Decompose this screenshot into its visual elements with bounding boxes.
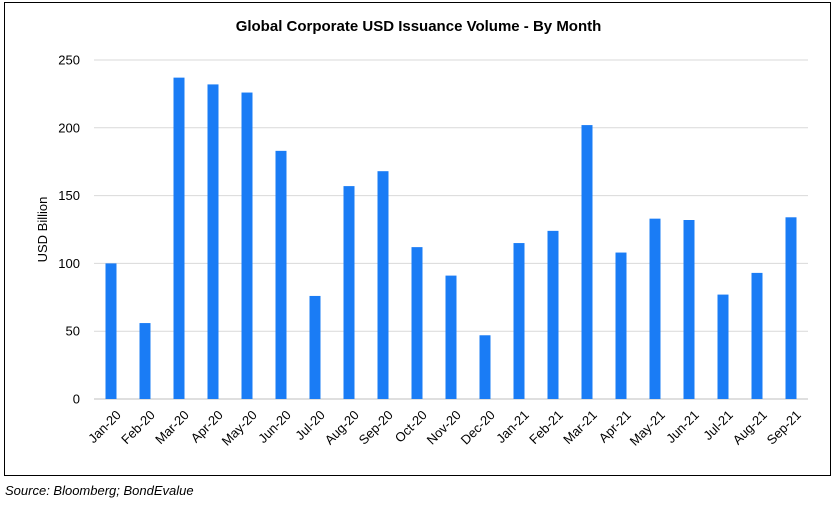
x-tick-label: Dec-20 xyxy=(458,407,498,447)
x-tick-label: Jan-20 xyxy=(85,407,124,446)
x-tick-label: Aug-20 xyxy=(322,407,362,447)
bar xyxy=(751,272,763,399)
bar xyxy=(207,84,219,400)
bar xyxy=(683,220,695,399)
x-tick-label: Oct-20 xyxy=(392,407,430,445)
y-tick-label: 200 xyxy=(58,120,80,135)
y-axis-ticks: 0 50 100 150 200 250 xyxy=(58,53,80,407)
y-axis-label: USD Billion xyxy=(35,197,50,263)
x-tick-label: Nov-20 xyxy=(424,407,464,447)
x-tick-label: Sep-21 xyxy=(764,407,804,447)
x-tick-label: Mar-21 xyxy=(560,407,600,447)
x-tick-label: Sep-20 xyxy=(356,407,396,447)
bar xyxy=(343,186,355,399)
y-tick-label: 150 xyxy=(58,188,80,203)
bar xyxy=(649,218,661,399)
bar xyxy=(275,150,287,399)
x-tick-label: May-21 xyxy=(627,407,668,448)
bar xyxy=(479,335,491,399)
bar xyxy=(105,263,117,399)
bar xyxy=(785,217,797,399)
x-tick-label: Feb-20 xyxy=(118,407,158,447)
bar xyxy=(547,230,559,399)
source-note: Source: Bloomberg; BondEvalue xyxy=(5,483,194,498)
bar xyxy=(173,77,185,400)
x-tick-label: May-20 xyxy=(219,407,260,448)
bar xyxy=(615,252,627,399)
x-axis-ticks: Jan-20Feb-20Mar-20Apr-20May-20Jun-20Jul-… xyxy=(85,407,804,448)
chart-title: Global Corporate USD Issuance Volume - B… xyxy=(235,18,602,35)
bar xyxy=(717,294,729,399)
x-tick-label: Feb-21 xyxy=(526,407,566,447)
y-tick-label: 250 xyxy=(58,53,80,68)
bar xyxy=(309,295,321,399)
bars xyxy=(105,77,797,400)
bar xyxy=(139,323,151,399)
bar xyxy=(581,125,593,399)
y-tick-label: 100 xyxy=(58,256,80,271)
y-tick-label: 50 xyxy=(66,324,80,339)
bar xyxy=(445,275,457,399)
x-tick-label: Jun-21 xyxy=(663,407,702,446)
y-tick-label: 0 xyxy=(73,392,80,407)
bar xyxy=(377,171,389,399)
x-tick-label: Jan-21 xyxy=(493,407,532,446)
x-tick-label: Aug-21 xyxy=(730,407,770,447)
x-tick-label: Mar-20 xyxy=(152,407,192,447)
x-tick-label: Jun-20 xyxy=(255,407,294,446)
bar xyxy=(513,243,525,399)
bar xyxy=(411,247,423,399)
bar xyxy=(241,92,253,399)
